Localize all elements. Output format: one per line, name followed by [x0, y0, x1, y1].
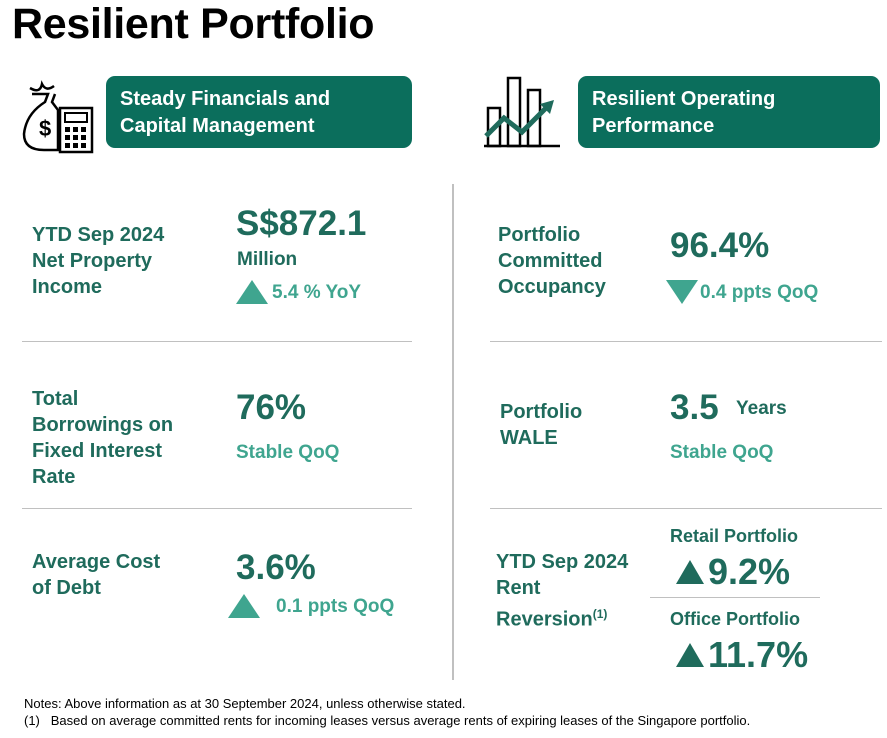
npi-value: S$872.1	[236, 204, 367, 243]
npi-label: YTD Sep 2024 Net Property Income	[32, 224, 165, 298]
notes-line-1: Notes: Above information as at 30 Septem…	[24, 696, 466, 711]
wale-label: Portfolio WALE	[500, 401, 583, 449]
wale-value: 3.5	[670, 388, 719, 427]
up-arrow-icon	[676, 643, 704, 667]
right-section-header: Resilient Operating Performance	[578, 76, 880, 148]
down-arrow-icon	[666, 280, 698, 304]
wale-status: Stable QoQ	[670, 442, 774, 463]
divider	[490, 508, 882, 509]
cost-of-debt-label: Average Cost of Debt	[32, 551, 161, 599]
bar-chart-growth-icon	[484, 76, 560, 148]
cost-of-debt-delta: 0.1 ppts QoQ	[276, 596, 395, 617]
occupancy-value: 96.4%	[670, 226, 770, 265]
npi-delta: 5.4 % YoY	[272, 282, 362, 303]
up-arrow-icon	[236, 280, 268, 304]
divider	[22, 508, 412, 509]
money-bag-calculator-icon: $	[22, 80, 94, 154]
occupancy-delta: 0.4 ppts QoQ	[700, 282, 819, 303]
svg-text:$: $	[39, 116, 51, 141]
fixed-rate-label: Total Borrowings on Fixed Interest Rate	[32, 388, 174, 488]
left-section-header: Steady Financials and Capital Management	[106, 76, 412, 148]
notes-line-2: (1) Based on average committed rents for…	[24, 713, 751, 728]
cost-of-debt-value: 3.6%	[236, 548, 316, 587]
divider	[650, 597, 820, 598]
wale-unit: Years	[736, 398, 787, 419]
retail-label: Retail Portfolio	[670, 526, 799, 546]
divider	[490, 341, 882, 342]
up-arrow-icon	[228, 594, 260, 618]
fixed-rate-value: 76%	[236, 388, 307, 427]
occupancy-label: Portfolio Committed Occupancy	[498, 224, 606, 298]
divider	[22, 341, 412, 342]
footnote-mark: (1)	[592, 607, 608, 621]
retail-value: 9.2%	[708, 551, 791, 592]
office-label: Office Portfolio	[670, 609, 800, 629]
npi-unit: Million	[237, 249, 298, 270]
page-title: Resilient Portfolio	[12, 0, 375, 48]
column-divider	[452, 184, 454, 680]
fixed-rate-status: Stable QoQ	[236, 442, 340, 463]
office-value: 11.7%	[708, 634, 809, 675]
reversion-label: YTD Sep 2024 Rent Reversion(1)	[496, 551, 629, 631]
up-arrow-icon	[676, 560, 704, 584]
